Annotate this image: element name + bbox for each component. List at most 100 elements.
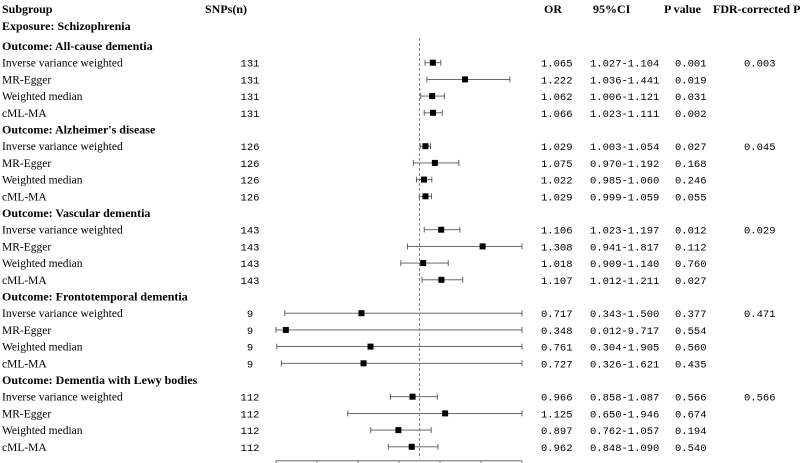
snps-value: 126 — [241, 176, 260, 188]
ci-value: 0.762-1.057 — [590, 426, 659, 438]
or-point — [479, 243, 486, 250]
or-point — [282, 326, 289, 333]
ci-value: 1.036-1.441 — [590, 75, 659, 87]
snps-value: 131 — [241, 92, 260, 104]
or-value: 1.125 — [541, 409, 573, 421]
header-fdr-p: FDR-corrected P — [713, 2, 800, 16]
method-label: Weighted median — [2, 258, 83, 270]
p-value: 0.027 — [675, 142, 707, 154]
or-point — [358, 310, 365, 317]
method-label: Weighted median — [2, 342, 83, 354]
or-point — [367, 343, 374, 350]
p-value: 0.112 — [675, 242, 707, 254]
header-subgroup: Subgroup — [2, 2, 53, 16]
or-value: 1.029 — [541, 192, 573, 204]
ci-value: 0.650-1.946 — [590, 409, 659, 421]
snps-value: 9 — [247, 359, 253, 371]
p-value: 0.031 — [675, 92, 707, 104]
p-value: 0.001 — [675, 59, 707, 71]
p-value: 0.168 — [675, 159, 707, 171]
method-label: Weighted median — [2, 175, 83, 187]
p-value: 0.027 — [675, 276, 707, 288]
method-label: Inverse variance weighted — [2, 225, 123, 237]
snps-value: 112 — [241, 426, 260, 438]
table-body: Outcome: All-cause dementia Inverse varia… — [2, 38, 776, 459]
header-snps: SNPs(n) — [205, 2, 247, 16]
or-point — [438, 226, 445, 233]
or-point — [431, 159, 438, 166]
method-label: MR-Egger — [2, 158, 51, 170]
snps-value: 143 — [241, 259, 260, 271]
or-point — [420, 260, 427, 267]
ci-value: 0.909-1.140 — [590, 259, 659, 271]
ci-value: 0.999-1.059 — [590, 192, 659, 204]
p-value: 0.674 — [675, 409, 707, 421]
header-or: OR — [544, 2, 562, 16]
snps-value: 143 — [241, 276, 260, 288]
method-label: MR-Egger — [2, 74, 51, 86]
or-value: 0.962 — [541, 443, 573, 455]
snps-value: 126 — [241, 142, 260, 154]
or-value: 1.066 — [541, 109, 573, 121]
method-label: Weighted median — [2, 425, 83, 437]
or-point — [430, 109, 437, 116]
ci-value: 0.970-1.192 — [590, 159, 659, 171]
snps-value: 143 — [241, 226, 260, 238]
or-value: 0.966 — [541, 393, 573, 405]
snps-value: 131 — [241, 59, 260, 71]
p-value: 0.554 — [675, 326, 707, 338]
or-value: 0.727 — [541, 359, 573, 371]
p-value: 0.246 — [675, 176, 707, 188]
ci-value: 1.003-1.054 — [590, 142, 659, 154]
or-value: 1.222 — [541, 75, 573, 87]
ci-value: 1.023-1.111 — [590, 109, 659, 121]
method-label: Inverse variance weighted — [2, 58, 123, 70]
p-value: 0.566 — [675, 393, 707, 405]
fdr-p-value: 0.471 — [744, 309, 776, 321]
p-value: 0.540 — [675, 443, 707, 455]
p-value: 0.019 — [675, 75, 707, 87]
or-point — [438, 276, 445, 283]
header-p-value: P value — [664, 2, 702, 16]
ci-value: 0.343-1.500 — [590, 309, 659, 321]
method-label: MR-Egger — [2, 241, 51, 253]
method-label: cML-MA — [2, 358, 47, 370]
snps-value: 131 — [241, 75, 260, 87]
ci-value: 0.012-9.717 — [590, 326, 659, 338]
outcome-label: Outcome: All-cause dementia — [2, 39, 153, 53]
method-label: cML-MA — [2, 108, 47, 120]
or-value: 1.075 — [541, 159, 573, 171]
or-point — [429, 93, 436, 100]
or-value: 1.022 — [541, 176, 573, 188]
snps-value: 143 — [241, 242, 260, 254]
or-value: 1.107 — [541, 276, 573, 288]
or-value: 1.106 — [541, 226, 573, 238]
ci-value: 1.027-1.104 — [590, 59, 659, 71]
method-label: cML-MA — [2, 442, 47, 454]
snps-value: 9 — [247, 326, 253, 338]
or-point — [462, 76, 469, 83]
ci-value: 0.858-1.087 — [590, 393, 659, 405]
or-point — [442, 410, 449, 417]
p-value: 0.435 — [675, 359, 707, 371]
or-point — [408, 443, 415, 450]
or-value: 0.717 — [541, 309, 573, 321]
outcome-label: Outcome: Dementia with Lewy bodies — [2, 373, 198, 387]
snps-value: 9 — [247, 309, 253, 321]
fdr-p-value: 0.045 — [744, 142, 776, 154]
or-value: 1.065 — [541, 59, 573, 71]
ci-value: 0.326-1.621 — [590, 359, 659, 371]
snps-value: 126 — [241, 192, 260, 204]
or-point — [422, 143, 429, 150]
ci-value: 1.023-1.197 — [590, 226, 659, 238]
or-value: 0.348 — [541, 326, 573, 338]
x-axis: 0.300.500.700.901.101.301.50 — [275, 460, 523, 463]
ci-value: 0.304-1.905 — [590, 343, 659, 355]
method-label: cML-MA — [2, 191, 47, 203]
or-value: 0.761 — [541, 343, 573, 355]
ci-value: 0.985-1.060 — [590, 176, 659, 188]
or-value: 1.018 — [541, 259, 573, 271]
fdr-p-value: 0.003 — [744, 59, 776, 71]
p-value: 0.012 — [675, 226, 707, 238]
p-value: 0.377 — [675, 309, 707, 321]
